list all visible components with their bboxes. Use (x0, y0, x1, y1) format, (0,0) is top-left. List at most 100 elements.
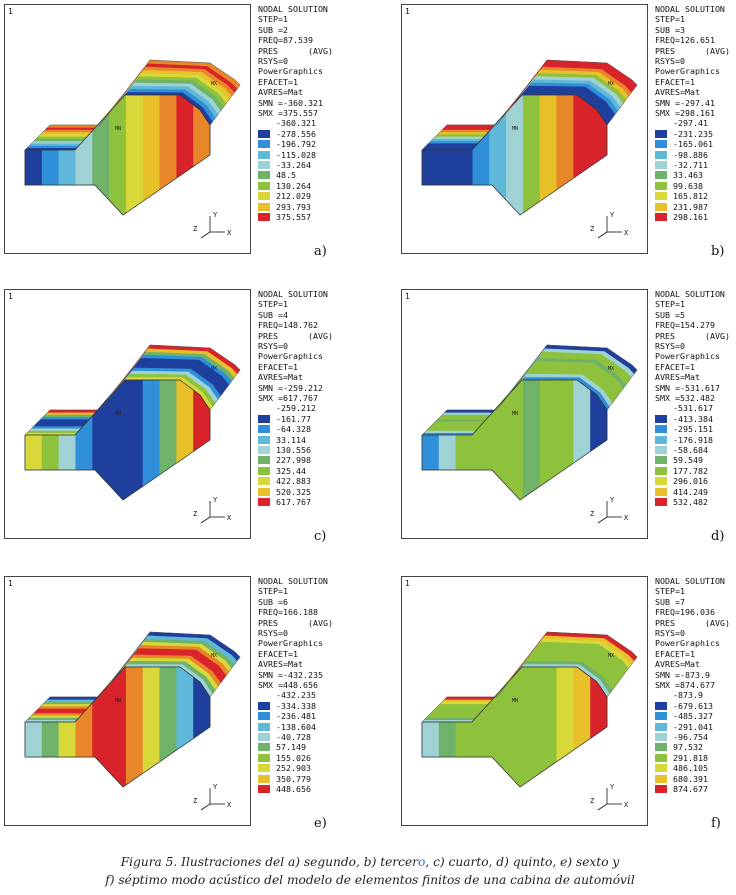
legend-swatch (258, 732, 270, 741)
legend-value: 33.463 (673, 170, 703, 181)
min-marker-label: MN (115, 698, 121, 704)
pressure-band (109, 95, 127, 215)
cabin-model-plot: MX MN Y X Z (24, 59, 241, 239)
legend-value: -138.604 (276, 721, 316, 732)
legend-value: -295.151 (673, 424, 713, 435)
legend-swatch (655, 181, 667, 190)
info-line: SMN =-297.41 (655, 97, 715, 108)
legend-swatch (655, 414, 667, 423)
pressure-band (573, 95, 591, 215)
legend-swatch (655, 435, 667, 444)
legend-value: 422.883 (276, 476, 311, 487)
info-line: AVRES=Mat (655, 87, 700, 98)
legend-entry: 350.779 (258, 774, 338, 784)
axis-triad: Y X Z (193, 496, 232, 524)
legend-entry: 33.463 (655, 170, 735, 180)
solution-info: NODAL SOLUTION STEP=1 SUB =6 FREQ=166.188 PR… (258, 576, 338, 690)
window-number: 1 (405, 7, 410, 16)
legend-value: 293.793 (276, 201, 311, 212)
mode-panel: MX MN Y X Z 1 NODAL SOLUTION STEP=1 SUB =3 FREQ=1… (401, 4, 731, 262)
info-line: PRES (AVG) (655, 617, 730, 628)
solution-info: NODAL SOLUTION STEP=1 SUB =2 FREQ=87.539 PRE… (258, 4, 338, 118)
panel-letter: d) (711, 529, 725, 544)
legend-value: -236.481 (276, 711, 316, 722)
info-line: STEP=1 (655, 299, 685, 310)
legend-entry: -165.061 (655, 139, 735, 149)
legend-swatch (258, 466, 270, 475)
legend-entry: 422.883 (258, 476, 338, 486)
mode-panel: MX MN Y X Z 1 NODAL SOLUTION STEP=1 SUB =5 FREQ=1… (401, 289, 731, 547)
info-line: NODAL SOLUTION (258, 289, 328, 299)
legend-entry: 414.249 (655, 487, 735, 497)
axis-triad: Y X Z (590, 783, 629, 811)
info-line: SUB =7 (655, 596, 685, 607)
plot-frame: MX MN Y X Z 1 (4, 4, 251, 254)
cabin-back-edge (50, 59, 241, 126)
solution-info: NODAL SOLUTION STEP=1 SUB =5 FREQ=154.279 PR… (655, 289, 735, 403)
cabin-edge (209, 84, 241, 126)
info-line: FREQ=154.279 (655, 320, 715, 331)
pressure-band (539, 380, 558, 500)
pressure-band (506, 380, 524, 500)
info-line: SUB =3 (655, 24, 685, 35)
legend-value: -96.754 (673, 731, 708, 742)
legend-value: -413.384 (673, 413, 713, 424)
legend-value: 296.016 (673, 476, 708, 487)
pressure-band (522, 380, 541, 500)
contour-legend: -873.9 -679.613 -485.327 -291.041 -96.754 97.… (655, 690, 735, 794)
cabin-edge (606, 84, 638, 126)
legend-value: -278.556 (276, 128, 316, 139)
legend-entry: -115.028 (258, 150, 338, 160)
pressure-band (159, 667, 177, 787)
axis-x-label: X (227, 229, 232, 237)
legend-value: -161.77 (276, 413, 311, 424)
legend-swatch (258, 192, 270, 201)
legend-entry: 57.149 (258, 742, 338, 752)
info-line: STEP=1 (258, 299, 288, 310)
info-line: RSYS=0 (655, 341, 685, 352)
legend-entry: -295.151 (655, 424, 735, 434)
legend-swatch (258, 445, 270, 454)
info-line: SUB =2 (258, 24, 288, 35)
pressure-band (109, 667, 127, 787)
min-marker-label: MN (115, 126, 121, 132)
pressure-band (92, 380, 110, 500)
contour-legend: -259.212 -161.77 -64.328 33.114 130.556 227.9… (258, 403, 338, 507)
pressure-band (489, 380, 507, 500)
cabin-edge (421, 696, 448, 723)
legend-swatch (258, 181, 270, 190)
legend-swatch (655, 213, 667, 222)
legend-swatch (258, 753, 270, 762)
pressure-band (58, 667, 76, 787)
legend-value: 231.987 (673, 201, 708, 212)
legend-swatch (258, 785, 270, 794)
contour-legend: -297.41 -231.235 -165.061 -98.886 -32.711 33.… (655, 118, 735, 222)
pressure-band (125, 380, 144, 500)
info-line: PRES (AVG) (655, 45, 730, 56)
window-number: 1 (8, 579, 13, 588)
max-marker-label: MX (211, 366, 217, 372)
info-line: EFACET=1 (258, 361, 298, 372)
panel-letter: c) (314, 529, 327, 544)
info-line: EFACET=1 (655, 76, 695, 87)
pressure-band (455, 667, 473, 787)
legend-value: -40.728 (276, 731, 311, 742)
cabin-edge (24, 696, 51, 723)
info-line: PowerGraphics (655, 351, 720, 362)
legend-swatch (258, 171, 270, 180)
plot-frame: MX MN Y X Z 1 (401, 576, 648, 826)
legend-value: 874.677 (673, 783, 708, 794)
info-line: SMX =874.677 (655, 680, 715, 691)
panel-letter: b) (711, 244, 725, 259)
legend-value: 48.5 (276, 170, 296, 181)
info-line: FREQ=196.036 (655, 607, 715, 618)
legend-min-value: -259.212 (276, 403, 316, 414)
axis-x-label: X (624, 229, 629, 237)
cabin-model-plot: MX MN Y X Z (24, 344, 241, 524)
pressure-band (92, 667, 110, 787)
mode-panel: MX MN Y X Z 1 NODAL SOLUTION STEP=1 SUB =7 FREQ=1… (401, 576, 731, 834)
info-line: AVRES=Mat (258, 659, 303, 670)
pressure-band (573, 380, 591, 500)
legend-swatch (258, 498, 270, 507)
solution-info: NODAL SOLUTION STEP=1 SUB =7 FREQ=196.036 PR… (655, 576, 735, 690)
